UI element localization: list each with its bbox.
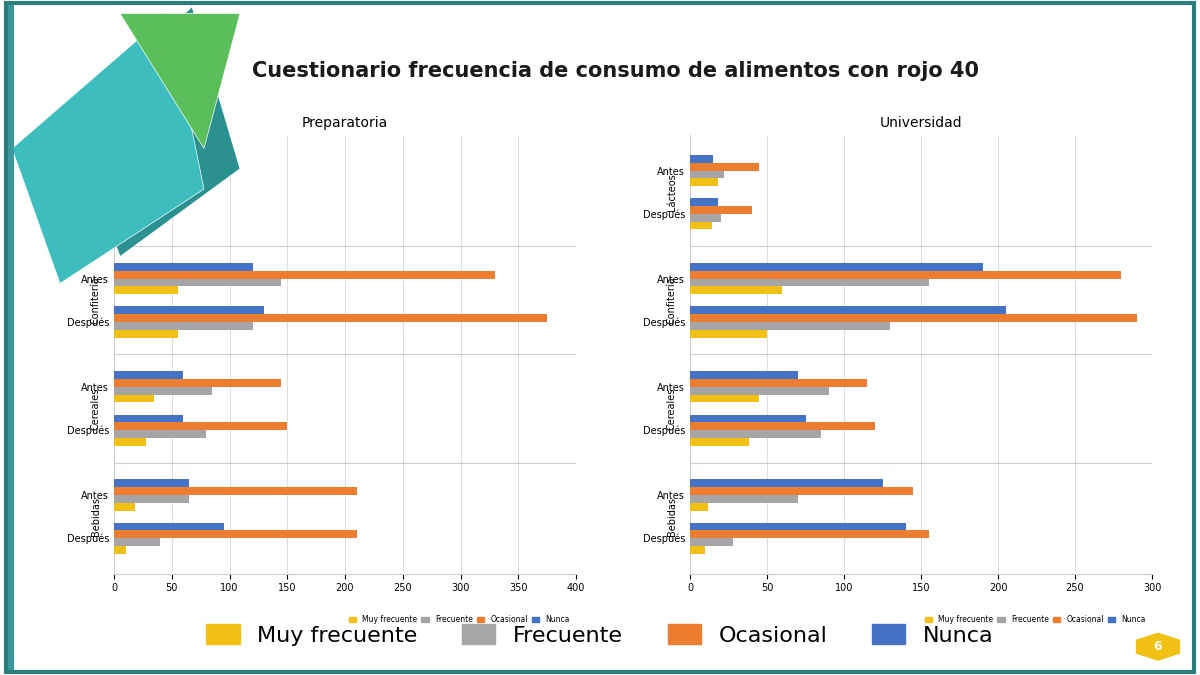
Bar bbox=[114, 531, 356, 538]
Bar bbox=[114, 214, 145, 221]
Bar bbox=[114, 263, 253, 271]
Bar bbox=[690, 430, 821, 438]
Bar bbox=[690, 198, 718, 206]
Bar bbox=[114, 546, 126, 554]
Bar bbox=[690, 263, 983, 271]
Bar bbox=[114, 371, 184, 379]
Text: Lácteos: Lácteos bbox=[666, 173, 677, 211]
Bar bbox=[114, 423, 287, 430]
Title: Preparatoria: Preparatoria bbox=[302, 115, 388, 130]
Bar bbox=[690, 503, 708, 510]
Bar bbox=[690, 178, 718, 186]
Bar bbox=[690, 387, 829, 395]
Title: Universidad: Universidad bbox=[880, 115, 962, 130]
Bar bbox=[690, 438, 749, 446]
Bar bbox=[690, 214, 721, 221]
Text: Confitería: Confitería bbox=[90, 277, 101, 324]
Bar bbox=[114, 155, 124, 163]
Text: Cereales: Cereales bbox=[90, 387, 101, 430]
Bar bbox=[114, 329, 178, 338]
Bar bbox=[690, 546, 706, 554]
Legend: Muy frecuente, Frecuente, Ocasional, Nunca: Muy frecuente, Frecuente, Ocasional, Nun… bbox=[196, 614, 1004, 657]
Bar bbox=[114, 171, 149, 178]
Bar bbox=[690, 206, 751, 214]
Bar bbox=[114, 279, 282, 286]
Bar bbox=[690, 379, 868, 387]
Bar bbox=[690, 479, 882, 487]
Bar bbox=[114, 314, 547, 322]
Bar bbox=[690, 322, 890, 329]
Legend: Muy frecuente, Frecuente, Ocasional, Nunca: Muy frecuente, Frecuente, Ocasional, Nun… bbox=[923, 613, 1148, 626]
Bar bbox=[690, 314, 1136, 322]
Bar bbox=[690, 306, 1006, 314]
Bar bbox=[114, 438, 146, 446]
Bar bbox=[114, 221, 124, 230]
Bar bbox=[114, 306, 264, 314]
Bar bbox=[114, 503, 134, 510]
Bar bbox=[690, 531, 929, 538]
Bar bbox=[114, 198, 128, 206]
Text: Bebidas: Bebidas bbox=[666, 497, 677, 536]
Text: Bebidas: Bebidas bbox=[90, 497, 101, 536]
Bar bbox=[114, 522, 223, 531]
Bar bbox=[690, 286, 782, 294]
Bar bbox=[114, 487, 356, 495]
Bar bbox=[690, 155, 713, 163]
Bar bbox=[690, 329, 767, 338]
Bar bbox=[690, 495, 798, 503]
Bar bbox=[114, 430, 206, 438]
Bar bbox=[114, 206, 155, 214]
Bar bbox=[114, 479, 190, 487]
Bar bbox=[114, 286, 178, 294]
Bar bbox=[114, 414, 184, 423]
Bar bbox=[690, 371, 798, 379]
Bar bbox=[690, 171, 724, 178]
Bar bbox=[690, 538, 733, 546]
Bar bbox=[114, 387, 212, 395]
Bar bbox=[690, 395, 760, 402]
Bar bbox=[690, 271, 1121, 279]
Bar bbox=[114, 322, 253, 329]
Bar bbox=[690, 423, 875, 430]
Bar bbox=[690, 522, 906, 531]
Bar bbox=[114, 495, 190, 503]
Bar bbox=[690, 163, 760, 171]
Bar bbox=[114, 178, 126, 186]
Text: 6: 6 bbox=[1153, 640, 1163, 653]
Bar bbox=[690, 221, 712, 230]
Bar bbox=[690, 487, 913, 495]
Bar bbox=[114, 163, 158, 171]
Bar bbox=[114, 271, 496, 279]
Text: Cereales: Cereales bbox=[666, 387, 677, 430]
Legend: Muy frecuente, Frecuente, Ocasional, Nunca: Muy frecuente, Frecuente, Ocasional, Nun… bbox=[347, 613, 572, 626]
Bar bbox=[114, 379, 282, 387]
Text: Lácteos: Lácteos bbox=[90, 173, 101, 211]
Bar bbox=[114, 395, 155, 402]
Bar bbox=[690, 414, 805, 423]
Text: Cuestionario frecuencia de consumo de alimentos con rojo 40: Cuestionario frecuencia de consumo de al… bbox=[252, 61, 979, 81]
Text: Confitería: Confitería bbox=[666, 277, 677, 324]
Bar bbox=[114, 538, 161, 546]
Bar bbox=[690, 279, 929, 286]
